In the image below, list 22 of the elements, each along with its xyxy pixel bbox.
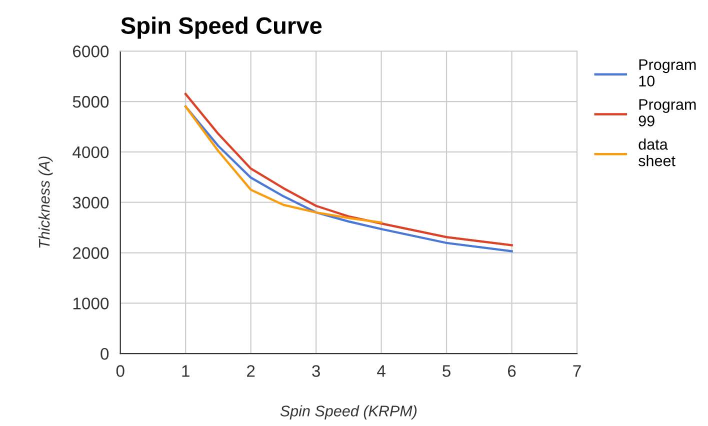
y-tick-label: 0 [100,348,109,360]
x-tick-label: 0 [116,365,124,377]
y-tick-label: 3000 [72,196,109,209]
x-tick-label: 1 [182,365,190,377]
legend-label: data sheet [638,138,676,166]
legend-label: Program 10 [639,59,696,86]
y-tick-label: 2000 [73,247,109,259]
x-tick-label: 7 [573,365,581,377]
y-tick-label: 1000 [73,298,109,310]
y-axis-title: Thickness (A) [38,156,53,248]
x-axis-title: Spin Speed (KRPM) [280,405,417,420]
x-tick-label: 5 [442,365,450,377]
y-tick-label: 6000 [73,46,109,58]
legend-label: Program 99 [638,99,696,126]
x-tick-label: 6 [508,365,516,377]
x-tick-label: 3 [312,365,320,377]
x-tick-label: 2 [247,365,255,377]
x-tick-label: 4 [377,365,386,377]
y-tick-label: 4000 [72,146,109,158]
y-tick-label: 5000 [72,96,109,108]
line-series [184,105,382,224]
chart-title: Spin Speed Curve [121,16,322,39]
